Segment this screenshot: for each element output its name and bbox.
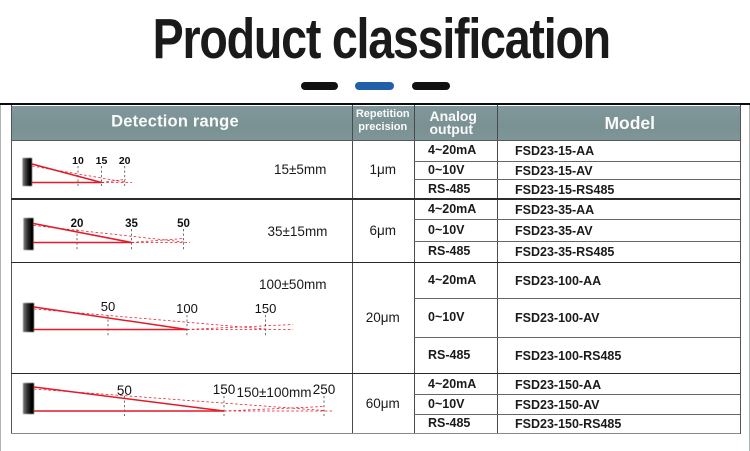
svg-text:20: 20 <box>71 218 84 230</box>
svg-text:50: 50 <box>101 299 115 314</box>
svg-text:10: 10 <box>72 155 84 167</box>
svg-text:150: 150 <box>213 382 236 397</box>
svg-text:15: 15 <box>96 155 108 167</box>
svg-text:150: 150 <box>255 301 277 316</box>
svg-text:50: 50 <box>177 218 190 230</box>
svg-text:50: 50 <box>117 383 132 398</box>
svg-text:20: 20 <box>119 155 131 167</box>
svg-text:35: 35 <box>125 218 138 230</box>
svg-text:250: 250 <box>313 382 336 397</box>
svg-text:100: 100 <box>176 301 198 316</box>
